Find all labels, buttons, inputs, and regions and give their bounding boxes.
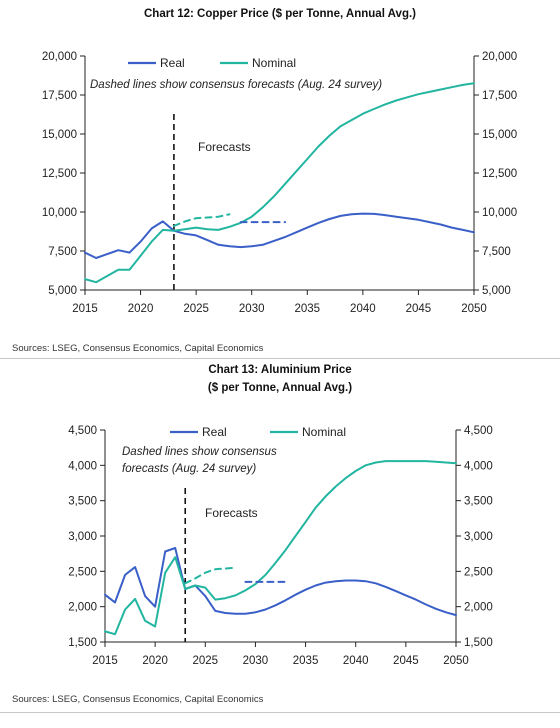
divider <box>0 358 560 359</box>
y-tick-label-left: 3,000 <box>68 531 97 543</box>
series-line-nominal <box>84 82 475 284</box>
chart-13-subtitle: ($ per Tonne, Annual Avg.) <box>207 382 353 394</box>
chart-13-sources: Sources: LSEG, Consensus Economics, Capi… <box>12 694 264 705</box>
y-tick-label-left: 20,000 <box>42 51 77 63</box>
y-tick-label-right: 17,500 <box>482 90 517 102</box>
legend-label-nominal: Nominal <box>302 425 346 439</box>
y-tick-label-right: 4,500 <box>464 425 493 437</box>
legend-label-real: Real <box>202 425 227 439</box>
y-tick-label-left: 3,500 <box>68 496 97 508</box>
x-tick-label: 2035 <box>294 303 320 315</box>
divider <box>0 712 560 713</box>
chart-13-title: Chart 13: Aluminium Price <box>208 364 352 376</box>
x-tick-label: 2040 <box>343 655 369 667</box>
series-line-real <box>104 547 457 617</box>
y-tick-label-right: 15,000 <box>482 129 517 141</box>
x-tick-label: 2045 <box>393 655 419 667</box>
y-tick-label-left: 15,000 <box>42 129 77 141</box>
y-tick-label-right: 2,000 <box>464 602 493 614</box>
consensus-annotation: Dashed lines show consensus forecasts (A… <box>90 79 382 91</box>
y-tick-label-left: 7,500 <box>48 246 77 258</box>
y-tick-label-right: 7,500 <box>482 246 511 258</box>
series-line-nominal <box>104 460 457 636</box>
y-tick-label-right: 1,500 <box>464 637 493 649</box>
x-tick-label: 2020 <box>128 303 154 315</box>
legend-label-real: Real <box>160 56 185 70</box>
y-tick-label-right: 2,500 <box>464 566 493 578</box>
y-tick-label-right: 10,000 <box>482 207 517 219</box>
y-tick-label-left: 5,000 <box>48 285 77 297</box>
copper-price-chart: 5,000 5,000 7,500 7,500 10,000 10,000 12,500 12… <box>42 51 517 315</box>
forecast-label: Forecasts <box>205 506 258 520</box>
x-tick-label: 2040 <box>350 303 376 315</box>
x-tick-label: 2030 <box>243 655 269 667</box>
series-line-consensus-nominal <box>172 213 231 227</box>
y-tick-label-right: 3,000 <box>464 531 493 543</box>
chart-12-sources: Sources: LSEG, Consensus Economics, Capi… <box>12 343 264 354</box>
x-tick-label: 2020 <box>142 655 168 667</box>
y-tick-label-left: 10,000 <box>42 207 77 219</box>
consensus-annotation-line: forecasts (Aug. 24 survey) <box>122 463 256 475</box>
y-tick-label-left: 2,000 <box>68 602 97 614</box>
y-tick-label-left: 2,500 <box>68 566 97 578</box>
series-line-consensus-nominal <box>184 566 237 585</box>
y-tick-label-right: 20,000 <box>482 51 517 63</box>
x-tick-label: 2015 <box>92 655 118 667</box>
y-tick-label-right: 4,000 <box>464 460 493 472</box>
forecast-label: Forecasts <box>198 140 251 154</box>
chart-12-title: Chart 12: Copper Price ($ per Tonne, Ann… <box>144 8 416 20</box>
x-tick-label: 2045 <box>406 303 432 315</box>
aluminium-price-chart: 1,500 1,500 2,000 2,000 2,500 2,500 3,000 3,000… <box>68 425 493 667</box>
consensus-annotation-line: Dashed lines show consensus <box>122 446 277 458</box>
y-tick-label-right: 5,000 <box>482 285 511 297</box>
x-tick-label: 2035 <box>293 655 319 667</box>
x-tick-label: 2015 <box>72 303 98 315</box>
x-tick-label: 2025 <box>183 303 209 315</box>
y-tick-label-left: 1,500 <box>68 637 97 649</box>
series-line-real <box>84 212 475 259</box>
y-tick-label-left: 4,500 <box>68 425 97 437</box>
x-tick-label: 2050 <box>443 655 469 667</box>
y-tick-label-left: 17,500 <box>42 90 77 102</box>
x-tick-label: 2050 <box>461 303 487 315</box>
x-tick-label: 2030 <box>239 303 265 315</box>
x-tick-label: 2025 <box>192 655 218 667</box>
y-tick-label-right: 12,500 <box>482 168 517 180</box>
y-tick-label-right: 3,500 <box>464 496 493 508</box>
y-tick-label-left: 4,000 <box>68 460 97 472</box>
legend-label-nominal: Nominal <box>252 56 296 70</box>
y-tick-label-left: 12,500 <box>42 168 77 180</box>
